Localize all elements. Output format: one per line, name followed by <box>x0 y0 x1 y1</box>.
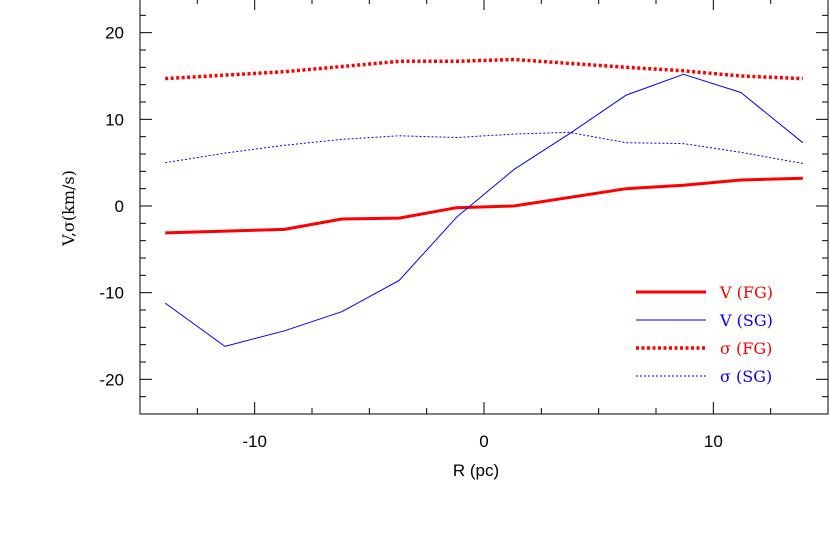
series-line-1 <box>164 73 804 347</box>
y-tick-label: -10 <box>99 284 124 303</box>
x-tick-label: -10 <box>242 432 267 451</box>
x-axis-label: R (pc) <box>453 461 499 480</box>
y-tick-label: 20 <box>105 24 124 43</box>
y-axis-label: V,σ(km/s) <box>59 170 78 247</box>
legend-label-2: σ (FG) <box>720 339 772 358</box>
x-tick-label: 10 <box>704 432 723 451</box>
series-layer <box>164 57 804 347</box>
x-tick-label: 0 <box>479 432 488 451</box>
series-line-0 <box>165 176 803 235</box>
y-tick-label: 0 <box>115 197 124 216</box>
series-line-3 <box>165 131 803 164</box>
legend: V (FG) V (SG) σ (FG) σ (SG) <box>636 283 773 386</box>
y-tick-label: -20 <box>99 370 124 389</box>
legend-label-0: V (FG) <box>719 283 773 302</box>
legend-label-3: σ (SG) <box>720 367 772 386</box>
legend-label-1: V (SG) <box>719 311 773 330</box>
series-line-2 <box>165 57 803 81</box>
ticks-layer <box>139 0 829 414</box>
y-tick-label: 10 <box>105 110 124 129</box>
tick-labels: -10 0 10 -20 -10 0 10 20 <box>99 24 722 451</box>
